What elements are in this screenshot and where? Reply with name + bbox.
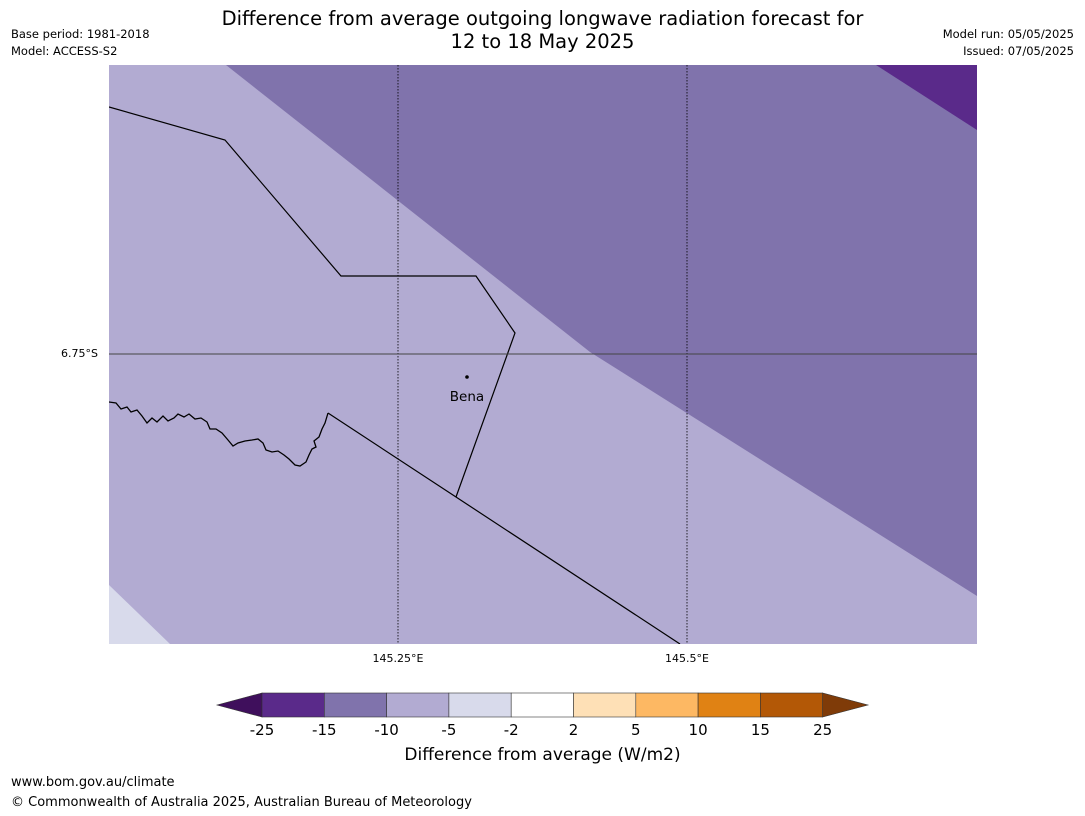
lon-label-145-5e: 145.5°E [665, 652, 709, 665]
lon-label-145-25e: 145.25°E [372, 652, 424, 665]
colorbar-tick-label: 15 [750, 721, 770, 739]
colorbar-tick-label: -10 [374, 721, 399, 739]
meta-left: Base period: 1981-2018 Model: ACCESS-S2 [11, 26, 150, 60]
colorbar-extend-high [822, 692, 870, 718]
colorbar-segment [261, 692, 325, 718]
colorbar-segment [510, 692, 574, 718]
anomaly-band-minus15-to-minus25 [876, 65, 977, 130]
colorbar-extend-low [215, 692, 263, 718]
model-name: Model: ACCESS-S2 [11, 44, 118, 58]
province-boundary [109, 106, 516, 498]
footer-copyright: © Commonwealth of Australia 2025, Austra… [11, 795, 472, 810]
colorbar-segment [448, 692, 512, 718]
colorbar-segment [635, 692, 699, 718]
colorbar-tick-label: 25 [813, 721, 833, 739]
colorbar-tick-label: 2 [568, 721, 579, 739]
colorbar-segment [697, 692, 761, 718]
colorbar-tick-label: -2 [503, 721, 519, 739]
colorbar-tick-label: -5 [441, 721, 457, 739]
model-run: Model run: 05/05/2025 [942, 27, 1074, 41]
colorbar-tick-label: -15 [312, 721, 337, 739]
meta-right: Model run: 05/05/2025 Issued: 07/05/2025 [943, 26, 1074, 60]
issued-date: Issued: 07/05/2025 [963, 44, 1074, 58]
town-label-bena: Bena [450, 389, 484, 405]
colorbar-segment [760, 692, 824, 718]
colorbar-tick-label: 10 [688, 721, 708, 739]
chart-title: Difference from average outgoing longwav… [0, 7, 1085, 53]
lat-label-6-75s: 6.75°S [61, 347, 98, 360]
town-marker-bena [465, 375, 469, 379]
title-line-2: 12 to 18 May 2025 [450, 30, 635, 53]
anomaly-band-minus2-to-minus5 [109, 585, 170, 644]
title-line-1: Difference from average outgoing longwav… [221, 7, 864, 30]
coastline [109, 401, 329, 467]
colorbar-label: Difference from average (W/m2) [404, 745, 681, 765]
base-period: Base period: 1981-2018 [11, 27, 150, 41]
anomaly-band-minus10-to-minus15 [226, 65, 977, 596]
colorbar-tick-label: -25 [249, 721, 275, 739]
colorbar-segment [386, 692, 450, 718]
footer-url[interactable]: www.bom.gov.au/climate [11, 775, 175, 790]
colorbar-segment [573, 692, 637, 718]
colorbar-tick-label: 5 [631, 721, 641, 739]
province-boundary-south [327, 412, 681, 644]
colorbar-segment [323, 692, 387, 718]
